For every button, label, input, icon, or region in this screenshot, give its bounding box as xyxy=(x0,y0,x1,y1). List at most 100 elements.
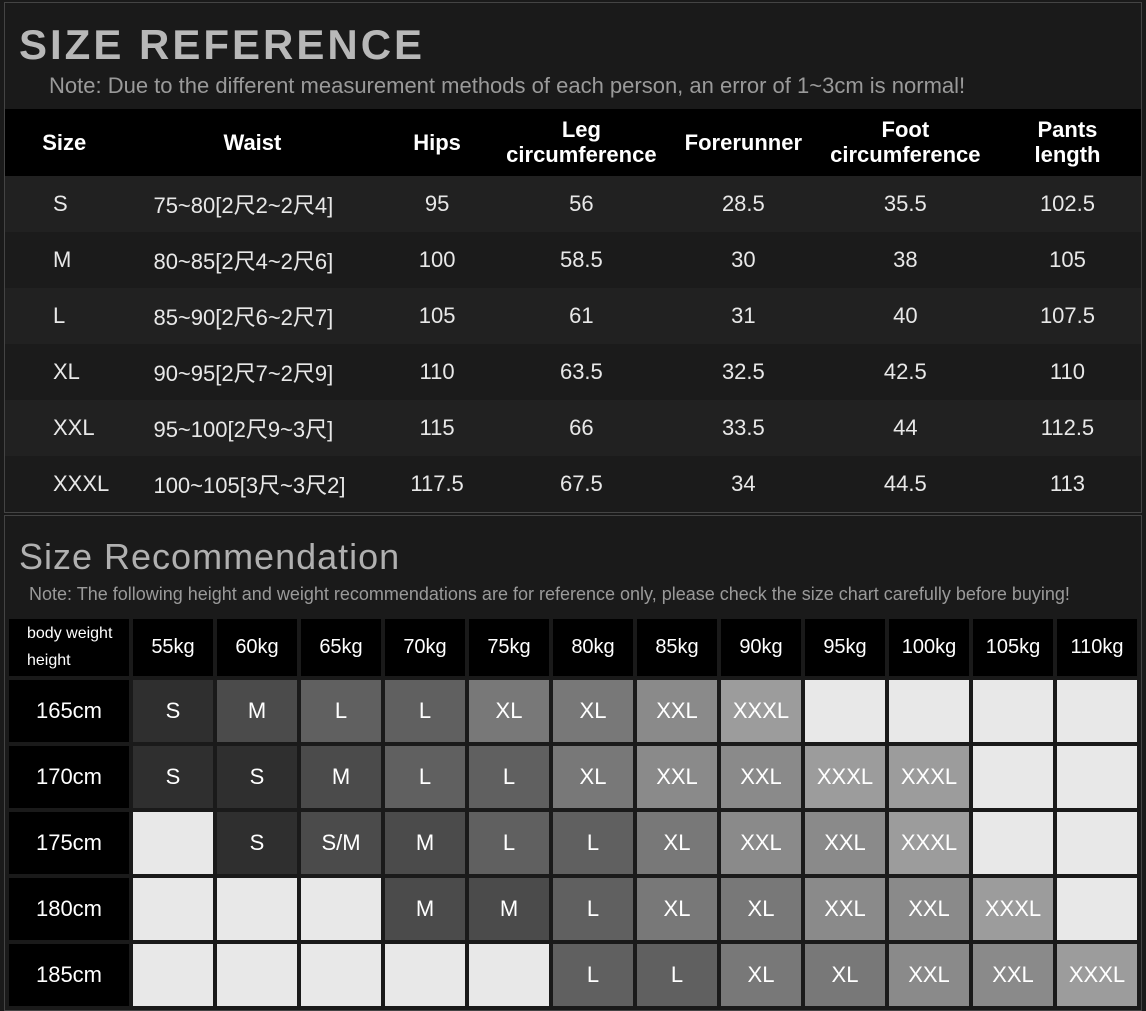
rec-cell: L xyxy=(553,944,633,1006)
size-ref-cell: 105 xyxy=(994,232,1141,288)
size-ref-cell: 38 xyxy=(817,232,994,288)
rec-cell: S xyxy=(133,746,213,808)
rec-cell: S xyxy=(217,746,297,808)
rec-cell: XXL xyxy=(973,944,1053,1006)
rec-height-header: 185cm xyxy=(9,944,129,1006)
size-ref-row: L85~90[2尺6~2尺7]105613140107.5 xyxy=(5,288,1141,344)
rec-cell: XXXL xyxy=(973,878,1053,940)
size-ref-cell: 44.5 xyxy=(817,456,994,512)
size-ref-cell: 32.5 xyxy=(670,344,817,400)
size-ref-cell: 44 xyxy=(817,400,994,456)
size-ref-cell: 30 xyxy=(670,232,817,288)
size-reference-title: SIZE REFERENCE xyxy=(5,3,1141,73)
size-ref-cell: 95 xyxy=(381,176,492,232)
size-ref-col-header: Hips xyxy=(381,109,492,176)
rec-cell: XXL xyxy=(805,812,885,874)
size-ref-cell: 110 xyxy=(381,344,492,400)
rec-cell-blank xyxy=(973,680,1053,742)
rec-row: 180cmMMLXLXLXXLXXLXXXL xyxy=(9,878,1137,940)
rec-cell-blank xyxy=(805,680,885,742)
rec-cell: S/M xyxy=(301,812,381,874)
rec-cell: M xyxy=(385,812,465,874)
rec-weight-header: 70kg xyxy=(385,619,465,676)
size-ref-cell: 100~105[3尺~3尺2] xyxy=(123,456,381,512)
rec-cell: M xyxy=(217,680,297,742)
size-recommendation-title: Size Recommendation xyxy=(5,516,1141,584)
rec-cell-blank xyxy=(1057,878,1137,940)
rec-row: 175cmSS/MMLLXLXXLXXLXXXL xyxy=(9,812,1137,874)
rec-cell: L xyxy=(469,746,549,808)
size-ref-cell: 115 xyxy=(381,400,492,456)
rec-cell: L xyxy=(553,812,633,874)
size-ref-cell: 95~100[2尺9~3尺] xyxy=(123,400,381,456)
rec-height-header: 175cm xyxy=(9,812,129,874)
rec-cell-blank xyxy=(301,878,381,940)
rec-cell: XL xyxy=(469,680,549,742)
size-ref-cell: 85~90[2尺6~2尺7] xyxy=(123,288,381,344)
size-ref-cell: M xyxy=(5,232,123,288)
size-ref-cell: XXXL xyxy=(5,456,123,512)
size-ref-cell: XL xyxy=(5,344,123,400)
size-ref-col-header: Forerunner xyxy=(670,109,817,176)
rec-cell: L xyxy=(301,680,381,742)
size-ref-cell: XXL xyxy=(5,400,123,456)
rec-weight-header: 110kg xyxy=(1057,619,1137,676)
rec-cell: XL xyxy=(553,680,633,742)
rec-cell: L xyxy=(469,812,549,874)
rec-weight-header: 65kg xyxy=(301,619,381,676)
size-reference-note: Note: Due to the different measurement m… xyxy=(5,73,1141,109)
rec-weight-header: 80kg xyxy=(553,619,633,676)
size-ref-col-header: Pantslength xyxy=(994,109,1141,176)
rec-weight-header: 95kg xyxy=(805,619,885,676)
rec-cell: XXL xyxy=(889,878,969,940)
rec-weight-header: 85kg xyxy=(637,619,717,676)
size-recommendation-note: Note: The following height and weight re… xyxy=(5,584,1141,615)
rec-cell: XL xyxy=(637,812,717,874)
rec-cell-blank xyxy=(217,944,297,1006)
size-ref-col-header: Size xyxy=(5,109,123,176)
rec-cell: XXXL xyxy=(721,680,801,742)
size-ref-cell: 28.5 xyxy=(670,176,817,232)
rec-cell-blank xyxy=(301,944,381,1006)
size-ref-cell: 105 xyxy=(381,288,492,344)
rec-cell: XXXL xyxy=(889,812,969,874)
rec-height-header: 170cm xyxy=(9,746,129,808)
rec-cell: M xyxy=(301,746,381,808)
rec-cell: L xyxy=(553,878,633,940)
size-ref-cell: 110 xyxy=(994,344,1141,400)
rec-cell-blank xyxy=(973,812,1053,874)
size-ref-cell: 35.5 xyxy=(817,176,994,232)
size-ref-cell: 102.5 xyxy=(994,176,1141,232)
rec-weight-header: 55kg xyxy=(133,619,213,676)
size-ref-row: XXL95~100[2尺9~3尺]1156633.544112.5 xyxy=(5,400,1141,456)
size-ref-cell: 112.5 xyxy=(994,400,1141,456)
size-reference-table: SizeWaistHipsLegcircumferenceForerunnerF… xyxy=(5,109,1141,512)
rec-row: 170cmSSMLLXLXXLXXLXXXLXXXL xyxy=(9,746,1137,808)
size-ref-cell: 100 xyxy=(381,232,492,288)
rec-cell-blank xyxy=(1057,680,1137,742)
rec-cell: XXL xyxy=(889,944,969,1006)
size-ref-cell: 67.5 xyxy=(493,456,670,512)
size-ref-cell: 42.5 xyxy=(817,344,994,400)
rec-cell-blank xyxy=(469,944,549,1006)
size-ref-col-header: Legcircumference xyxy=(493,109,670,176)
rec-cell-blank xyxy=(385,944,465,1006)
rec-cell: L xyxy=(385,680,465,742)
rec-weight-header: 75kg xyxy=(469,619,549,676)
rec-cell: XL xyxy=(553,746,633,808)
rec-cell: XL xyxy=(805,944,885,1006)
size-ref-cell: 80~85[2尺4~2尺6] xyxy=(123,232,381,288)
rec-height-header: 180cm xyxy=(9,878,129,940)
rec-cell: XXL xyxy=(805,878,885,940)
rec-cell-blank xyxy=(1057,812,1137,874)
rec-weight-header: 105kg xyxy=(973,619,1053,676)
size-ref-cell: 34 xyxy=(670,456,817,512)
size-ref-cell: 117.5 xyxy=(381,456,492,512)
rec-cell-blank xyxy=(973,746,1053,808)
size-ref-cell: 75~80[2尺2~2尺4] xyxy=(123,176,381,232)
size-ref-col-header: Footcircumference xyxy=(817,109,994,176)
size-recommendation-section: Size Recommendation Note: The following … xyxy=(4,515,1142,1011)
rec-cell: XL xyxy=(721,944,801,1006)
size-reference-header-row: SizeWaistHipsLegcircumferenceForerunnerF… xyxy=(5,109,1141,176)
rec-row: 185cmLLXLXLXXLXXLXXXL xyxy=(9,944,1137,1006)
